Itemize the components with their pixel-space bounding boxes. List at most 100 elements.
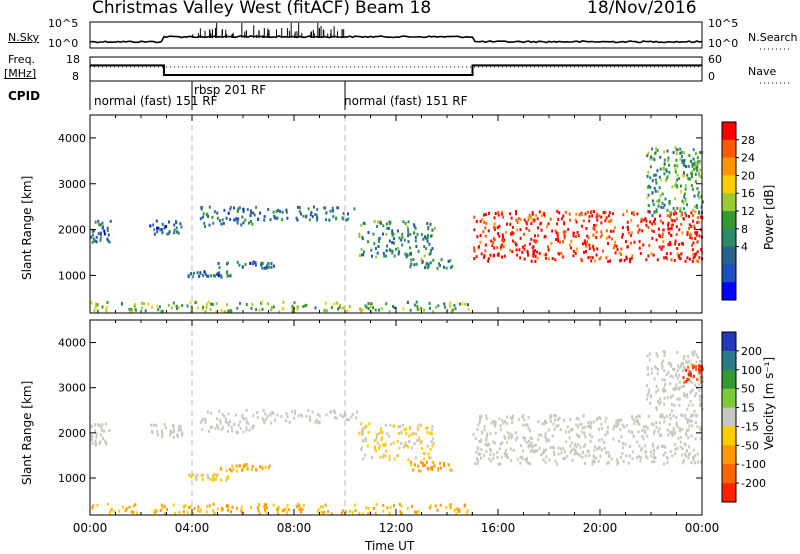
velocity-echo-cell (479, 452, 482, 456)
velocity-echo-cell (683, 393, 685, 397)
power-echo-cell (696, 163, 699, 166)
velocity-echo-cell (429, 456, 432, 460)
velocity-echo-cell (94, 429, 96, 433)
power-echo-cell (545, 252, 548, 256)
power-echo-cell (153, 228, 156, 232)
velocity-echo-cell (612, 427, 615, 431)
power-echo-cell (676, 173, 679, 177)
power-echo-cell (208, 205, 211, 209)
power-echo-cell (661, 235, 664, 239)
velocity-echo-cell (91, 442, 94, 445)
power-echo-cell (226, 274, 229, 278)
velocity-echo-cell (556, 462, 559, 466)
power-echo-cell (167, 232, 170, 236)
power-echo-cell (415, 300, 418, 304)
power-echo-cell (506, 222, 508, 226)
velocity-echo-cell (477, 423, 480, 427)
power-echo-cell (489, 253, 492, 257)
velocity-echo-cell (100, 426, 103, 429)
power-echo-cell (362, 221, 365, 225)
velocity-echo-cell (489, 432, 492, 436)
velocity-echo-cell (534, 443, 537, 447)
power-echo-cell (693, 162, 696, 166)
velocity-echo-cell (653, 456, 655, 460)
power-echo-cell (95, 304, 98, 308)
xtick-label: 04:00 (175, 521, 210, 535)
velocity-echo-cell (635, 415, 638, 419)
power-echo-cell (428, 252, 431, 256)
velocity-echo-cell (263, 503, 266, 507)
power-echo-cell (515, 218, 518, 222)
power-echo-cell (688, 223, 691, 227)
power-echo-cell (107, 239, 110, 243)
velocity-echo-cell (689, 419, 692, 423)
power-echo-cell (682, 174, 685, 178)
power-echo-cell (168, 303, 170, 307)
power-echo-cell (675, 158, 678, 162)
velocity-echo-cell (572, 447, 575, 451)
power-echo-cell (519, 228, 522, 232)
velocity-echo-cell (199, 510, 202, 513)
velocity-echo-cell (641, 429, 644, 432)
power-echo-cell (398, 236, 401, 240)
velocity-echo-cell (258, 504, 261, 508)
velocity-echo-cell (555, 424, 558, 428)
velocity-echo-cell (205, 505, 208, 508)
velocity-echo-cell (581, 455, 584, 459)
velocity-echo-cell (504, 420, 506, 424)
velocity-echo-cell (646, 397, 648, 401)
power-echo-cell (364, 304, 367, 308)
velocity-echo-cell (677, 436, 680, 440)
velocity-echo-cell (456, 507, 459, 511)
velocity-echo-cell (400, 441, 403, 445)
power-echo-cell (681, 161, 684, 165)
velocity-echo-cell (499, 462, 502, 466)
power-echo-cell (675, 152, 678, 156)
power-echo-cell (397, 246, 400, 250)
power-echo-cell (581, 213, 583, 216)
power-echo-cell (674, 184, 677, 188)
velocity-echo-cell (483, 454, 485, 458)
power-echo-cell (613, 243, 616, 247)
power-echo-cell (487, 257, 490, 261)
velocity-echo-cell (620, 418, 623, 422)
power-echo-cell (699, 168, 702, 172)
power-echo-cell (647, 226, 650, 229)
power-echo-cell (285, 208, 288, 212)
power-echo-cell (585, 227, 588, 230)
power-echo-cell (370, 309, 373, 313)
power-echo-cell (437, 304, 440, 308)
velocity-echo-cell (612, 437, 615, 441)
velocity-echo-cell (233, 423, 236, 426)
velocity-echo-cell (601, 448, 603, 452)
power-echo-cell (263, 215, 266, 219)
power-echo-cell (172, 301, 175, 305)
power-echo-cell (663, 256, 666, 260)
power-echo-cell (700, 175, 703, 179)
velocity-echo-cell (94, 442, 97, 446)
velocity-echo-cell (646, 434, 649, 438)
power-echo-cell (424, 265, 427, 269)
power-echo-cell (673, 258, 676, 262)
velocity-echo-cell (592, 454, 595, 458)
velocity-echo-cell (502, 421, 505, 425)
velocity-echo-cell (679, 429, 681, 433)
velocity-echo-cell (301, 507, 304, 511)
velocity-echo-cell (374, 445, 376, 449)
velocity-echo-cell (569, 444, 572, 448)
velocity-echo-cell (262, 408, 265, 412)
velocity-echo-cell (443, 462, 445, 466)
velocity-echo-cell (378, 444, 381, 448)
power-echo-cell (428, 301, 431, 305)
power-echo-cell (666, 149, 669, 153)
velocity-echo-cell (492, 453, 495, 457)
velocity-echo-cell (522, 423, 525, 427)
velocity-echo-cell (516, 457, 519, 461)
power-echo-cell (175, 221, 178, 225)
power-echo-cell (624, 240, 627, 244)
velocity-echo-cell (355, 416, 358, 420)
power-echo-cell (392, 237, 395, 241)
velocity-echo-cell (638, 423, 641, 426)
velocity-echo-cell (472, 433, 475, 437)
power-echo-cell (575, 235, 577, 238)
